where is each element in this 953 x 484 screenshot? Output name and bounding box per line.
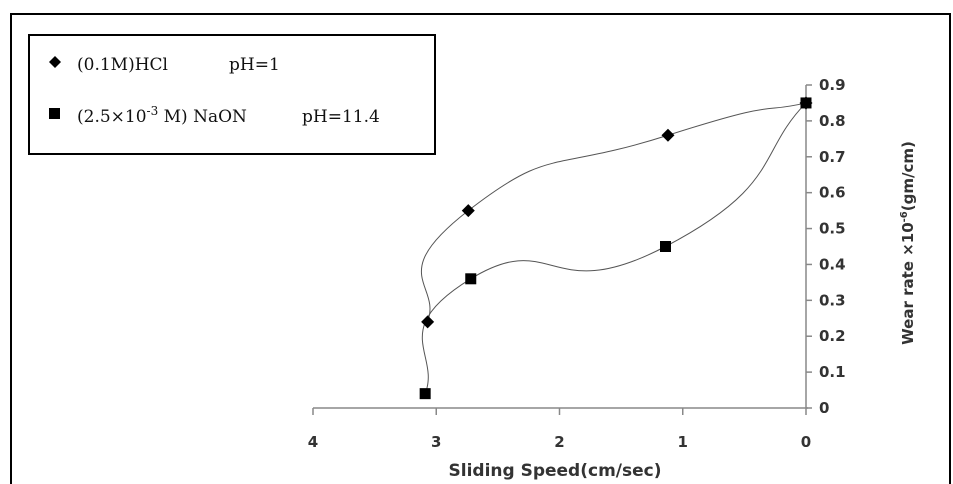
data-point-diamond <box>461 204 475 218</box>
legend-marker-diamond <box>49 56 61 68</box>
y-tick-label: 0.3 <box>819 291 846 309</box>
data-point-square <box>419 388 431 400</box>
legend-box <box>28 34 436 155</box>
series-curves <box>420 102 807 394</box>
legend-ph-naon: pH=11.4 <box>302 107 380 127</box>
axes: 4 3 2 1 00 0.1 0.2 0.3 0.4 0.5 0.6 0.7 0.8 0.9 <box>308 76 846 451</box>
legend: (0.1M)HCl pH=1 (2.5×10-3 M) NaON pH=11.4 <box>28 34 436 155</box>
y-tick-label: 0.9 <box>819 76 846 94</box>
data-point-square <box>659 241 671 252</box>
data-point-square <box>800 97 812 109</box>
data-point-diamond <box>421 315 435 329</box>
y-tick-label: 0.7 <box>819 148 846 166</box>
legend-label-naon: (2.5×10-3 M) NaON <box>77 104 247 127</box>
series-square-curve <box>421 102 807 394</box>
y-axis-title: Wear rate ×10-6(gm/cm) <box>899 141 917 345</box>
x-tick-label: 2 <box>554 433 564 451</box>
data-point-square <box>465 273 477 285</box>
data-point-diamond <box>661 128 675 142</box>
x-tick-label: 4 <box>308 433 318 451</box>
y-tick-label: 0.4 <box>819 255 846 273</box>
legend-label-hcl: (0.1M)HCl <box>77 55 168 75</box>
x-tick-label: 1 <box>678 433 688 451</box>
y-tick-label: 0.1 <box>819 363 846 381</box>
y-tick-label: 0 <box>819 399 829 417</box>
legend-ph-hcl: pH=1 <box>229 55 280 75</box>
y-tick-label: 0.5 <box>819 220 846 238</box>
series-diamond-curve <box>420 102 807 323</box>
y-tick-label: 0.2 <box>819 327 846 345</box>
legend-marker-square <box>49 108 60 119</box>
y-tick-label: 0.8 <box>819 112 846 130</box>
x-tick-label: 3 <box>431 433 441 451</box>
x-tick-label: 0 <box>801 433 811 451</box>
y-tick-label: 0.6 <box>819 184 846 202</box>
series-markers <box>419 96 813 400</box>
chart-frame <box>10 13 951 484</box>
x-axis-title: Sliding Speed(cm/sec) <box>449 461 662 481</box>
